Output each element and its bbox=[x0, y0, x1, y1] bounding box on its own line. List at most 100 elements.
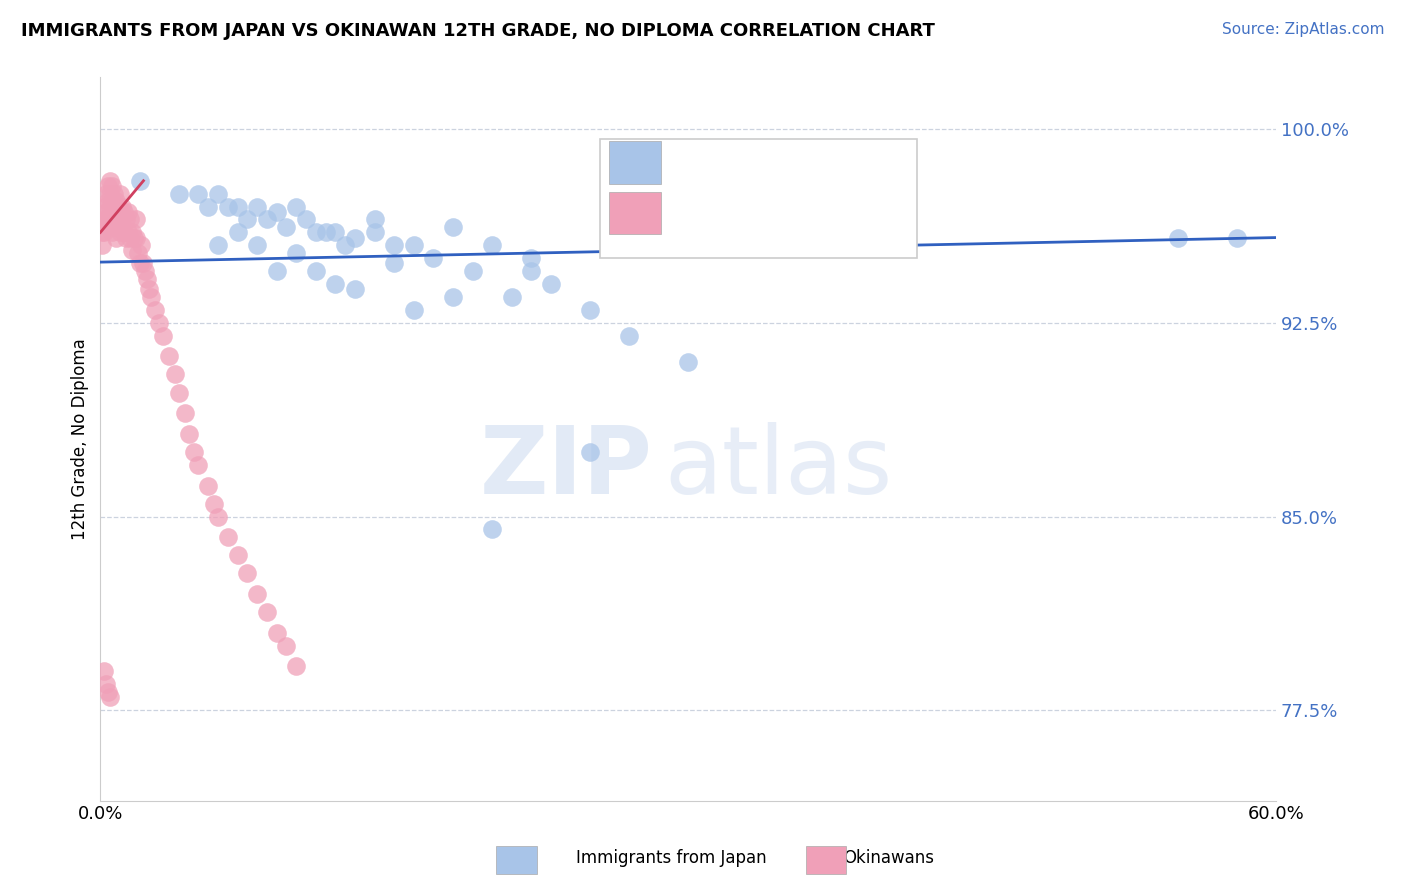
Point bbox=[217, 200, 239, 214]
Point bbox=[93, 665, 115, 679]
Point bbox=[217, 530, 239, 544]
Point bbox=[163, 368, 186, 382]
Point bbox=[114, 230, 136, 244]
Point bbox=[363, 212, 385, 227]
Point bbox=[128, 256, 150, 270]
Point bbox=[1167, 230, 1189, 244]
Point bbox=[117, 204, 139, 219]
Point bbox=[441, 290, 464, 304]
Text: ZIP: ZIP bbox=[479, 422, 652, 514]
Point bbox=[107, 200, 129, 214]
Point bbox=[98, 200, 121, 214]
Point bbox=[121, 226, 143, 240]
Point bbox=[97, 178, 120, 193]
Text: Immigrants from Japan: Immigrants from Japan bbox=[576, 849, 768, 867]
Point bbox=[226, 226, 249, 240]
Point bbox=[112, 226, 135, 240]
Point bbox=[96, 204, 118, 219]
Point bbox=[619, 328, 641, 343]
Point bbox=[167, 385, 190, 400]
Text: Source: ZipAtlas.com: Source: ZipAtlas.com bbox=[1222, 22, 1385, 37]
Point bbox=[363, 226, 385, 240]
Y-axis label: 12th Grade, No Diploma: 12th Grade, No Diploma bbox=[72, 338, 89, 540]
Point bbox=[207, 186, 229, 201]
Point bbox=[122, 230, 145, 244]
Text: Okinawans: Okinawans bbox=[844, 849, 935, 867]
Text: R = 0.326   N = 78: R = 0.326 N = 78 bbox=[673, 201, 844, 219]
Point bbox=[256, 605, 278, 619]
Point bbox=[305, 226, 328, 240]
Point bbox=[96, 220, 118, 235]
Point bbox=[101, 226, 124, 240]
Point bbox=[111, 218, 134, 232]
Point bbox=[103, 204, 125, 219]
Point bbox=[481, 523, 503, 537]
Point bbox=[344, 282, 367, 296]
Point bbox=[136, 272, 159, 286]
Point bbox=[98, 690, 121, 705]
Text: atlas: atlas bbox=[665, 422, 893, 514]
Point bbox=[187, 458, 209, 472]
Point bbox=[183, 445, 205, 459]
Point bbox=[96, 186, 118, 201]
Point bbox=[103, 220, 125, 235]
Point bbox=[285, 200, 308, 214]
Point bbox=[128, 174, 150, 188]
Point bbox=[103, 186, 125, 201]
Point bbox=[124, 212, 146, 227]
Point bbox=[98, 186, 121, 201]
Point bbox=[177, 426, 200, 441]
FancyBboxPatch shape bbox=[609, 192, 661, 235]
Point bbox=[105, 230, 128, 244]
Point bbox=[325, 226, 347, 240]
Point bbox=[101, 194, 124, 209]
Point bbox=[315, 226, 337, 240]
Point bbox=[157, 350, 180, 364]
Point bbox=[101, 212, 124, 227]
Point bbox=[143, 302, 166, 317]
Point bbox=[335, 238, 357, 252]
Point bbox=[167, 186, 190, 201]
Point bbox=[246, 587, 269, 601]
Point bbox=[173, 406, 195, 420]
Point bbox=[112, 204, 135, 219]
Point bbox=[132, 256, 155, 270]
Point bbox=[236, 212, 259, 227]
Point bbox=[344, 230, 367, 244]
Point bbox=[97, 212, 120, 227]
Point bbox=[93, 226, 115, 240]
Point bbox=[305, 264, 328, 278]
Point bbox=[93, 212, 115, 227]
Point bbox=[540, 277, 562, 291]
Point bbox=[118, 212, 141, 227]
Point bbox=[114, 212, 136, 227]
Point bbox=[117, 226, 139, 240]
Point bbox=[197, 200, 219, 214]
Point bbox=[105, 194, 128, 209]
Point bbox=[520, 252, 543, 266]
Point bbox=[295, 212, 318, 227]
Point bbox=[207, 509, 229, 524]
Point bbox=[97, 194, 120, 209]
Point bbox=[91, 238, 114, 252]
Point bbox=[124, 230, 146, 244]
Point bbox=[107, 218, 129, 232]
Point bbox=[676, 354, 699, 368]
Point bbox=[1226, 230, 1249, 244]
Point bbox=[325, 277, 347, 291]
Point bbox=[276, 639, 298, 653]
Point bbox=[202, 497, 225, 511]
Point bbox=[121, 244, 143, 258]
Point bbox=[501, 290, 523, 304]
Point bbox=[402, 302, 425, 317]
Point bbox=[111, 200, 134, 214]
Point bbox=[382, 256, 405, 270]
Point bbox=[441, 220, 464, 235]
Point bbox=[256, 212, 278, 227]
Point bbox=[285, 246, 308, 260]
FancyBboxPatch shape bbox=[609, 141, 661, 184]
Point bbox=[481, 238, 503, 252]
Point bbox=[141, 290, 163, 304]
Point bbox=[520, 264, 543, 278]
Point bbox=[93, 200, 115, 214]
